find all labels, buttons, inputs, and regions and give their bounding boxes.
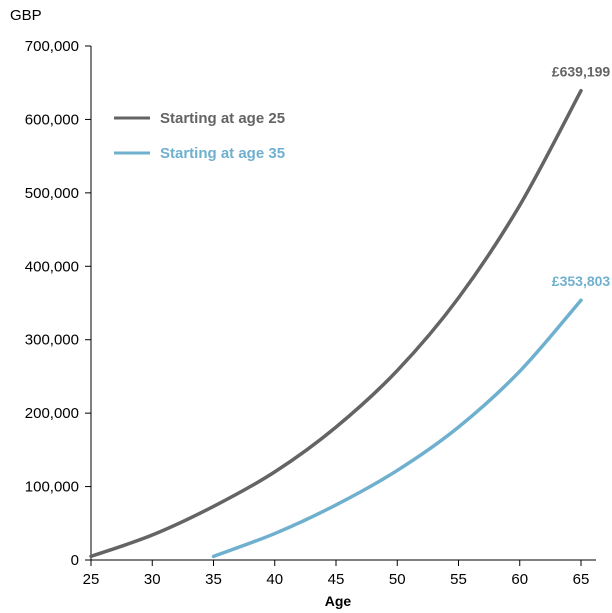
x-tick-label: 45 — [328, 571, 345, 588]
y-tick-label: 500,000 — [25, 185, 79, 202]
x-tick-label: 50 — [389, 571, 406, 588]
legend: Starting at age 25 Starting at age 35 — [114, 110, 285, 162]
y-tick-label: 700,000 — [25, 38, 79, 55]
x-axis-title: Age — [325, 593, 352, 609]
x-tick-label: 35 — [205, 571, 222, 588]
series-line-0 — [89, 88, 583, 559]
series-end-label: £353,803 — [552, 273, 611, 289]
y-unit-label: GBP — [10, 7, 42, 24]
y-tick-label: 200,000 — [25, 405, 79, 422]
series-lines — [89, 88, 583, 559]
end-labels: £639,199 £353,803 — [552, 64, 611, 290]
y-tick-label: 0 — [71, 552, 79, 569]
y-tick-label: 400,000 — [25, 258, 79, 275]
x-tick-label: 40 — [266, 571, 283, 588]
series-end-label: £639,199 — [552, 64, 611, 80]
legend-label: Starting at age 25 — [160, 110, 285, 127]
x-axis-ticks: 25 30 35 40 45 50 55 60 65 — [83, 560, 590, 588]
x-tick-label: 65 — [573, 571, 590, 588]
x-tick-label: 60 — [511, 571, 528, 588]
x-tick-label: 30 — [144, 571, 161, 588]
y-axis-ticks: 0 100,000 200,000 300,000 400,000 500,000 600,… — [25, 38, 91, 569]
x-tick-label: 55 — [450, 571, 467, 588]
legend-label: Starting at age 35 — [160, 145, 285, 162]
y-tick-label: 600,000 — [25, 111, 79, 128]
series-line-1 — [211, 298, 583, 559]
x-tick-label: 25 — [83, 571, 100, 588]
y-tick-label: 100,000 — [25, 479, 79, 496]
y-tick-label: 300,000 — [25, 332, 79, 349]
